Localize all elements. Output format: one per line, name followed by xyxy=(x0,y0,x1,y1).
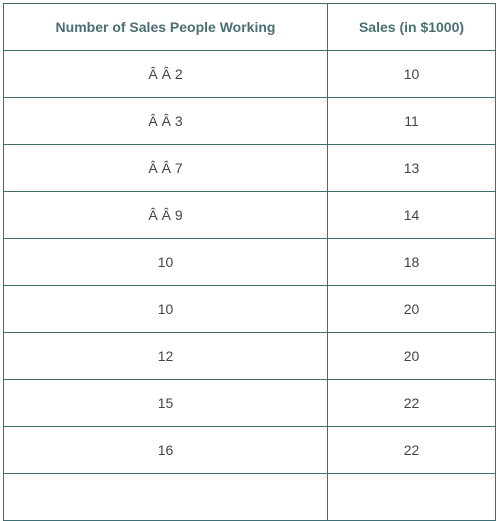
cell-sales: 10 xyxy=(327,50,496,98)
cell-sales: 11 xyxy=(327,97,496,145)
table-row: 10 18 xyxy=(3,238,496,286)
table-row: Â Â 7 13 xyxy=(3,144,496,192)
cell-sales xyxy=(327,473,496,521)
cell-sales: 13 xyxy=(327,144,496,192)
cell-sales-people: 16 xyxy=(3,426,328,474)
cell-sales: 22 xyxy=(327,426,496,474)
table-row: Â Â 9 14 xyxy=(3,191,496,239)
cell-sales-people: Â Â 3 xyxy=(3,97,328,145)
cell-sales-people: 15 xyxy=(3,379,328,427)
cell-sales: 14 xyxy=(327,191,496,239)
table-row: Â Â 2 10 xyxy=(3,50,496,98)
cell-sales-people: 10 xyxy=(3,285,328,333)
cell-sales-people: 12 xyxy=(3,332,328,380)
cell-sales: 20 xyxy=(327,332,496,380)
cell-sales: 20 xyxy=(327,285,496,333)
cell-sales-people xyxy=(3,473,328,521)
table-row: Â Â 3 11 xyxy=(3,97,496,145)
cell-sales-people: 10 xyxy=(3,238,328,286)
sales-table: Number of Sales People Working Sales (in… xyxy=(3,3,496,521)
header-sales-people: Number of Sales People Working xyxy=(3,3,328,51)
table-row: 15 22 xyxy=(3,379,496,427)
data-table-container: Number of Sales People Working Sales (in… xyxy=(3,3,496,521)
cell-sales-people: Â Â 9 xyxy=(3,191,328,239)
cell-sales: 22 xyxy=(327,379,496,427)
table-row: 16 22 xyxy=(3,426,496,474)
header-sales: Sales (in $1000) xyxy=(327,3,496,51)
table-row: 10 20 xyxy=(3,285,496,333)
table-header-row: Number of Sales People Working Sales (in… xyxy=(3,3,496,51)
table-row xyxy=(3,473,496,521)
table-row: 12 20 xyxy=(3,332,496,380)
cell-sales-people: Â Â 7 xyxy=(3,144,328,192)
cell-sales-people: Â Â 2 xyxy=(3,50,328,98)
cell-sales: 18 xyxy=(327,238,496,286)
